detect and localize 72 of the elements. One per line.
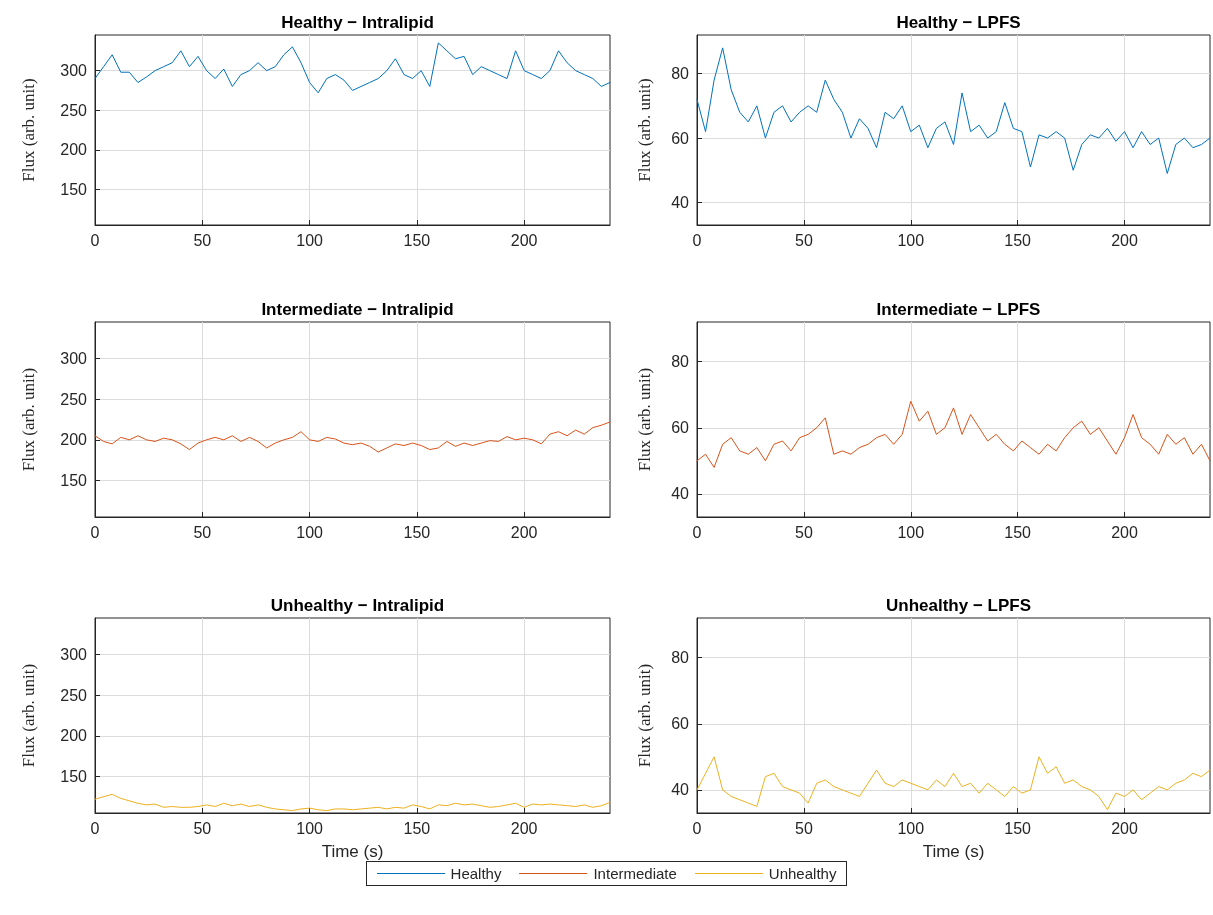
x-tick-label: 150 (1004, 819, 1032, 837)
line-series (696, 400, 1211, 468)
x-tick-label: 150 (403, 819, 431, 837)
y-tick-label: 200 (60, 141, 88, 159)
x-tick-label: 50 (193, 819, 212, 837)
x-tick-label: 50 (794, 231, 813, 249)
y-tick-label: 80 (671, 649, 690, 667)
x-tick-label: 200 (510, 819, 538, 837)
x-tick-label: 50 (794, 523, 813, 541)
legend-label: Intermediate (593, 865, 677, 882)
x-axis-title: Time (s) (321, 842, 384, 861)
x-tick-label: 100 (296, 523, 324, 541)
y-axis-title: Flux (arb. unit) (635, 78, 654, 182)
y-tick-label: 40 (671, 485, 690, 503)
x-tick-label: 150 (403, 231, 431, 249)
y-tick-label: 60 (671, 419, 690, 437)
y-tick-label: 200 (60, 431, 88, 449)
y-tick-label: 40 (671, 781, 690, 799)
y-axis-title: Flux (arb. unit) (19, 367, 38, 472)
chart-title: Unhealthy − LPFS (886, 596, 1031, 615)
y-tick-label: 80 (671, 353, 690, 371)
y-tick-label: 150 (60, 180, 88, 198)
y-tick-label: 300 (60, 646, 88, 664)
y-axis-title: Flux (arb. unit) (19, 78, 38, 182)
y-tick-label: 250 (60, 101, 88, 119)
x-tick-label: 200 (1111, 819, 1138, 837)
x-tick-label: 50 (794, 819, 813, 837)
x-tick-label: 100 (296, 231, 324, 249)
y-tick-label: 60 (671, 129, 690, 147)
y-tick-label: 150 (60, 767, 88, 785)
y-tick-label: 150 (60, 471, 88, 489)
legend-label: Unhealthy (768, 865, 837, 882)
chart-title: Intermediate − LPFS (876, 300, 1041, 319)
chart-title: Unhealthy − Intralipid (270, 596, 445, 615)
y-tick-label: 40 (671, 193, 690, 211)
y-tick-label: 250 (60, 686, 88, 704)
chart-title: Healthy − LPFS (896, 13, 1021, 32)
y-axis-title: Flux (arb. unit) (19, 663, 38, 768)
y-tick-label: 80 (671, 65, 690, 83)
x-tick-label: 50 (193, 231, 212, 249)
x-tick-label: 0 (90, 819, 100, 837)
y-tick-label: 300 (60, 350, 88, 368)
line-series (94, 421, 611, 453)
chart-title: Healthy − Intralipid (281, 13, 434, 32)
y-axis-title: Flux (arb. unit) (635, 367, 654, 472)
y-tick-label: 250 (60, 390, 88, 408)
y-tick-label: 300 (60, 62, 88, 80)
legend-label: Healthy (450, 865, 502, 882)
x-tick-label: 50 (193, 523, 212, 541)
x-axis-title: Time (s) (922, 842, 985, 861)
x-tick-label: 200 (1111, 231, 1138, 249)
x-tick-label: 100 (296, 819, 324, 837)
line-series (696, 47, 1211, 174)
x-tick-label: 0 (692, 819, 702, 837)
x-tick-label: 150 (1004, 231, 1032, 249)
x-tick-label: 0 (692, 231, 702, 249)
chart-title: Intermediate − Intralipid (261, 300, 454, 319)
x-tick-label: 100 (897, 231, 925, 249)
y-tick-label: 200 (60, 727, 88, 745)
x-tick-label: 0 (90, 523, 100, 541)
x-tick-label: 150 (1004, 523, 1032, 541)
x-tick-label: 150 (403, 523, 431, 541)
x-tick-label: 200 (510, 231, 538, 249)
x-tick-label: 200 (510, 523, 538, 541)
y-axis-title: Flux (arb. unit) (635, 663, 654, 768)
x-tick-label: 0 (692, 523, 702, 541)
y-tick-label: 60 (671, 715, 690, 733)
x-tick-label: 100 (897, 819, 925, 837)
x-tick-label: 200 (1111, 523, 1138, 541)
x-tick-label: 100 (897, 523, 925, 541)
line-series (94, 42, 611, 94)
x-tick-label: 0 (90, 231, 100, 249)
